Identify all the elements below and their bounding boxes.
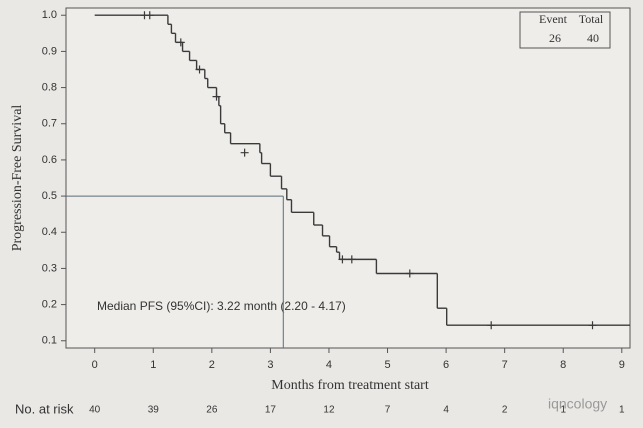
at-risk-value: 26 <box>206 405 218 416</box>
at-risk-value: 4 <box>443 405 449 416</box>
at-risk-value: 12 <box>323 405 335 416</box>
x-tick-label: 9 <box>619 359 625 371</box>
censor-mark <box>338 255 347 264</box>
summary-header: Total <box>579 12 604 26</box>
x-tick-label: 6 <box>443 359 449 371</box>
censor-mark <box>405 269 414 278</box>
at-risk-value: 40 <box>89 405 101 416</box>
censor-mark <box>176 38 185 47</box>
x-tick-label: 5 <box>384 359 390 371</box>
x-tick-label: 8 <box>560 359 566 371</box>
y-tick-label: 0.9 <box>42 45 57 57</box>
x-tick-label: 2 <box>209 359 215 371</box>
summary-value: 40 <box>587 31 599 45</box>
y-tick-label: 0.3 <box>42 262 57 274</box>
y-tick-label: 0.1 <box>42 335 57 347</box>
y-tick-label: 0.8 <box>42 81 57 93</box>
y-tick-label: 0.2 <box>42 299 57 311</box>
at-risk-value: 39 <box>148 405 160 416</box>
y-tick-label: 0.6 <box>42 154 57 166</box>
x-axis-label: Months from treatment start <box>271 378 429 393</box>
x-tick-label: 1 <box>150 359 156 371</box>
plot-frame <box>65 7 631 349</box>
summary-value: 26 <box>549 31 561 45</box>
censor-mark <box>588 321 597 330</box>
at-risk-value: 17 <box>265 405 277 416</box>
x-tick-label: 3 <box>267 359 273 371</box>
at-risk-value: 1 <box>619 405 625 416</box>
y-axis-label: Progression-Free Survival <box>10 105 25 252</box>
x-tick-label: 4 <box>326 359 332 371</box>
y-tick-label: 1.0 <box>42 9 57 21</box>
x-tick-label: 7 <box>502 359 508 371</box>
x-tick-label: 0 <box>92 359 98 371</box>
median-annotation: Median PFS (95%CI): 3.22 month (2.20 - 4… <box>97 299 346 313</box>
censor-mark <box>212 92 221 101</box>
y-tick-label: 0.7 <box>42 118 57 130</box>
watermark: iqncology <box>548 396 607 412</box>
at-risk-label: No. at risk <box>15 401 74 416</box>
at-risk-value: 7 <box>385 405 391 416</box>
y-tick-label: 0.4 <box>42 226 57 238</box>
summary-header: Event <box>539 12 568 26</box>
y-tick-label: 0.5 <box>42 190 57 202</box>
censor-mark <box>487 321 496 330</box>
censor-mark <box>145 11 154 20</box>
censor-mark <box>240 148 249 157</box>
at-risk-value: 2 <box>502 405 508 416</box>
censor-mark <box>195 65 204 74</box>
censor-mark <box>347 255 356 264</box>
summary-box <box>519 11 611 49</box>
at-risk-value: 1 <box>560 405 566 416</box>
